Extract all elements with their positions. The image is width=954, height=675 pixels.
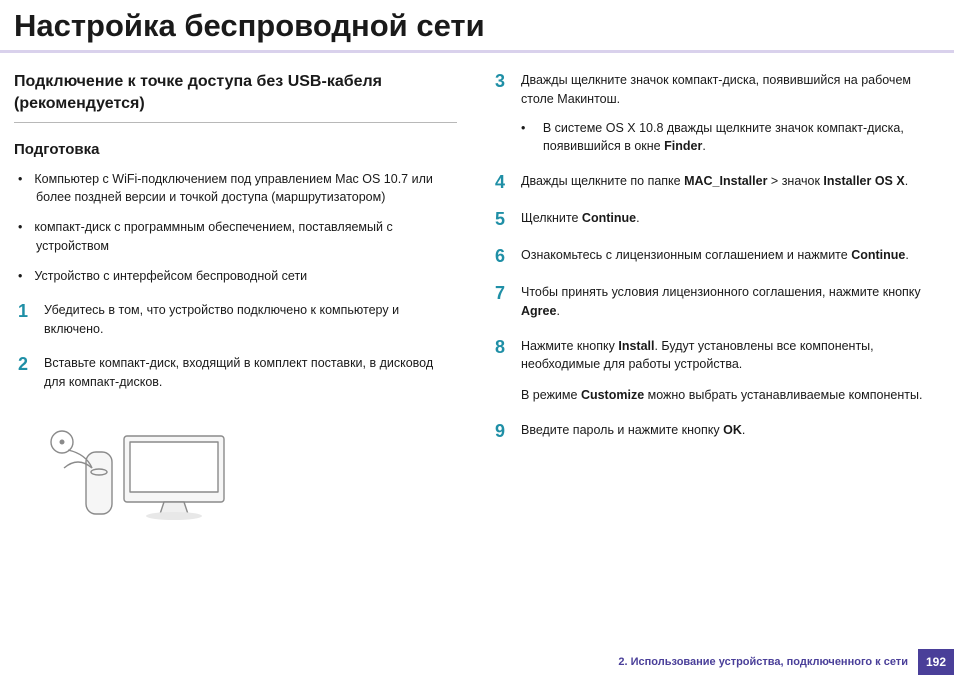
footer: 2. Использование устройства, подключенно…	[608, 649, 954, 675]
step-8: 8 Нажмите кнопку Install. Будут установл…	[491, 337, 934, 405]
step-number-icon: 1	[14, 301, 44, 339]
step-extra-text: В режиме Customize можно выбрать устанав…	[521, 386, 934, 405]
step-text: Чтобы принять условия лицензионного согл…	[521, 283, 934, 321]
step-number-icon: 8	[491, 337, 521, 405]
step-7: 7 Чтобы принять условия лицензионного со…	[491, 283, 934, 321]
step-text: Дважды щелкните по папке MAC_Installer >…	[521, 172, 934, 193]
step-text: Убедитесь в том, что устройство подключе…	[44, 301, 457, 339]
step-number-icon: 5	[491, 209, 521, 230]
step-text: Введите пароль и нажмите кнопку OK.	[521, 421, 934, 442]
step-9: 9 Введите пароль и нажмите кнопку OK.	[491, 421, 934, 442]
step-1: 1 Убедитесь в том, что устройство подклю…	[14, 301, 457, 339]
footer-chapter-text: 2. Использование устройства, подключенно…	[608, 649, 918, 675]
step-text: Дважды щелкните значок компакт-диска, по…	[521, 71, 934, 156]
preparation-heading: Подготовка	[14, 141, 457, 158]
step-number-icon: 2	[14, 354, 44, 392]
left-column: Подключение к точке доступа без USB-кабе…	[14, 71, 457, 528]
step-number-icon: 7	[491, 283, 521, 321]
step-text: Ознакомьтесь с лицензионным соглашением …	[521, 246, 934, 267]
step-number-icon: 9	[491, 421, 521, 442]
step-text: Щелкните Continue.	[521, 209, 934, 230]
prep-item: Устройство с интерфейсом беспроводной се…	[18, 267, 457, 285]
step-sub-bullet: В системе OS X 10.8 дважды щелкните знач…	[521, 119, 934, 157]
step-6: 6 Ознакомьтесь с лицензионным соглашение…	[491, 246, 934, 267]
step-text: Вставьте компакт-диск, входящий в компле…	[44, 354, 457, 392]
section-title: Подключение к точке доступа без USB-кабе…	[14, 71, 457, 123]
step-number-icon: 6	[491, 246, 521, 267]
step-number-icon: 3	[491, 71, 521, 156]
computer-cd-illustration	[46, 408, 457, 528]
step-2: 2 Вставьте компакт-диск, входящий в комп…	[14, 354, 457, 392]
step-4: 4 Дважды щелкните по папке MAC_Installer…	[491, 172, 934, 193]
step-3: 3 Дважды щелкните значок компакт-диска, …	[491, 71, 934, 156]
preparation-list: Компьютер с WiFi-подключением под управл…	[14, 170, 457, 285]
step-5: 5 Щелкните Continue.	[491, 209, 934, 230]
prep-item: Компьютер с WiFi-подключением под управл…	[18, 170, 457, 206]
prep-item: компакт-диск с программным обеспечением,…	[18, 218, 457, 254]
content-area: Подключение к точке доступа без USB-кабе…	[0, 53, 954, 528]
page-number-badge: 192	[918, 649, 954, 675]
step-text: Нажмите кнопку Install. Будут установлен…	[521, 337, 934, 405]
step-number-icon: 4	[491, 172, 521, 193]
page-title: Настройка беспроводной сети	[0, 0, 954, 53]
right-column: 3 Дважды щелкните значок компакт-диска, …	[491, 71, 934, 528]
